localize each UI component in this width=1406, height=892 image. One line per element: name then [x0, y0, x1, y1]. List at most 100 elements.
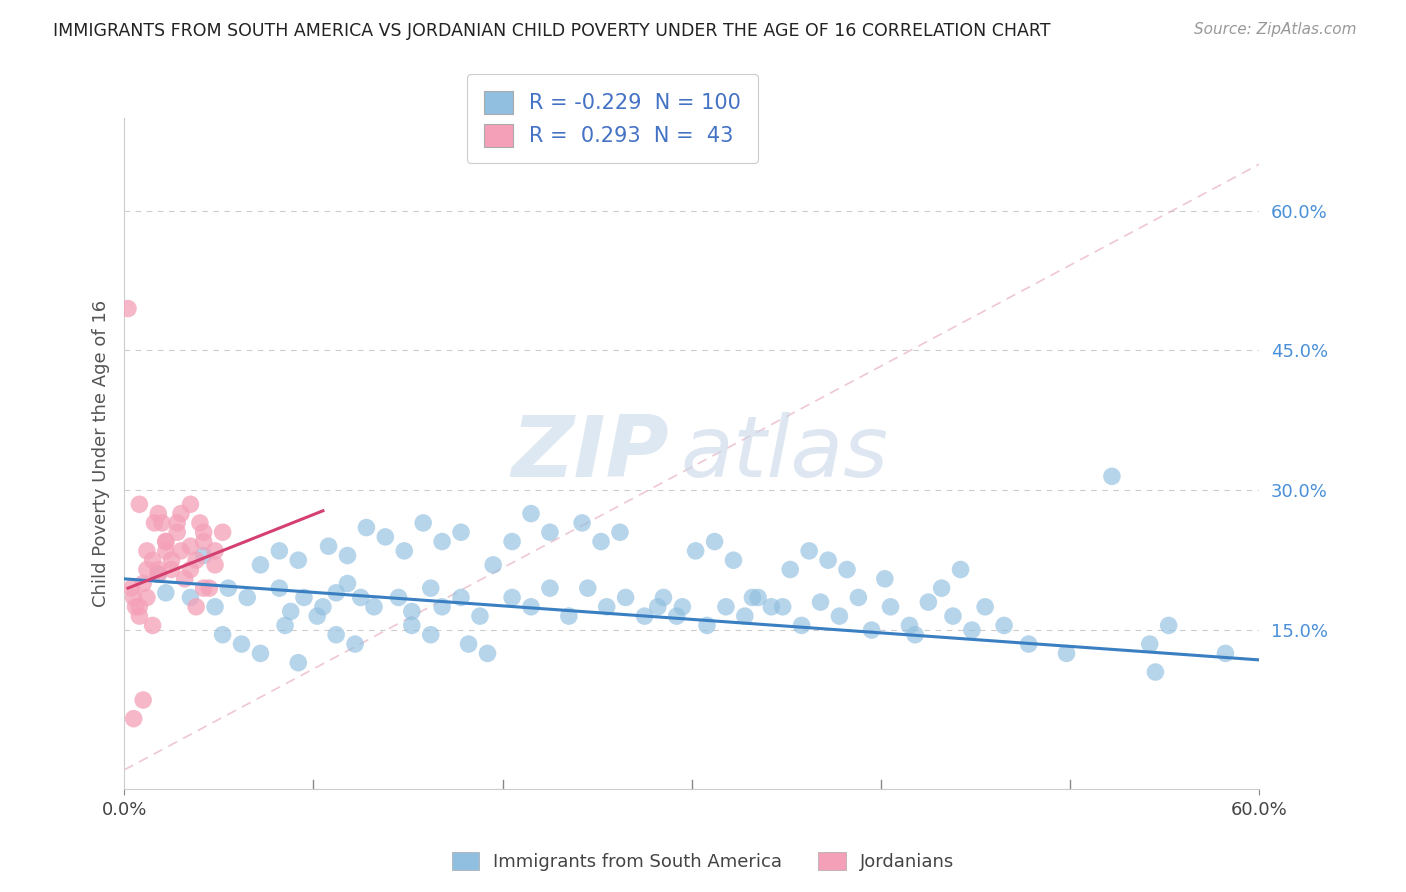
Point [917, 595, 939, 609]
Point [596, 599, 619, 614]
Text: ZIP: ZIP [512, 411, 669, 494]
Point [204, 599, 226, 614]
Point [128, 599, 150, 614]
Point [671, 599, 693, 614]
Point [170, 544, 193, 558]
Text: IMMIGRANTS FROM SOUTH AMERICA VS JORDANIAN CHILD POVERTY UNDER THE AGE OF 16 COR: IMMIGRANTS FROM SOUTH AMERICA VS JORDANI… [53, 22, 1050, 40]
Point [652, 591, 675, 605]
Point [363, 599, 385, 614]
Y-axis label: Child Poverty Under the Age of 16: Child Poverty Under the Age of 16 [93, 300, 110, 607]
Point [287, 656, 309, 670]
Point [817, 553, 839, 567]
Point [761, 599, 783, 614]
Point [419, 581, 441, 595]
Point [336, 549, 359, 563]
Point [193, 581, 215, 595]
Point [318, 539, 340, 553]
Point [741, 591, 763, 605]
Point [166, 525, 188, 540]
Point [148, 562, 170, 576]
Point [150, 516, 173, 530]
Point [949, 562, 972, 576]
Point [810, 595, 832, 609]
Point [538, 525, 561, 540]
Point [387, 591, 409, 605]
Point [571, 516, 593, 530]
Point [647, 599, 669, 614]
Point [132, 576, 155, 591]
Legend: R = -0.229  N = 100, R =  0.293  N =  43: R = -0.229 N = 100, R = 0.293 N = 43 [467, 74, 758, 163]
Point [538, 581, 561, 595]
Point [1018, 637, 1040, 651]
Point [179, 497, 201, 511]
Point [142, 553, 165, 567]
Point [135, 591, 157, 605]
Point [482, 558, 505, 572]
Point [430, 534, 453, 549]
Point [124, 599, 146, 614]
Point [394, 544, 416, 558]
Point [734, 609, 756, 624]
Point [974, 599, 997, 614]
Point [942, 609, 965, 624]
Point [344, 637, 367, 651]
Point [184, 553, 207, 567]
Point [142, 618, 165, 632]
Point [155, 534, 177, 549]
Point [274, 618, 297, 632]
Point [696, 618, 718, 632]
Point [993, 618, 1015, 632]
Point [931, 581, 953, 595]
Point [665, 609, 688, 624]
Point [723, 553, 745, 567]
Point [898, 618, 921, 632]
Point [217, 581, 239, 595]
Point [170, 507, 193, 521]
Point [179, 591, 201, 605]
Point [135, 544, 157, 558]
Point [121, 581, 143, 595]
Point [1056, 646, 1078, 660]
Point [828, 609, 851, 624]
Text: atlas: atlas [681, 411, 889, 494]
Point [520, 599, 543, 614]
Point [204, 558, 226, 572]
Point [1157, 618, 1180, 632]
Point [249, 558, 271, 572]
Point [848, 591, 870, 605]
Point [148, 567, 170, 582]
Point [117, 301, 139, 316]
Point [292, 591, 315, 605]
Point [211, 525, 233, 540]
Point [122, 591, 145, 605]
Text: Source: ZipAtlas.com: Source: ZipAtlas.com [1194, 22, 1357, 37]
Point [633, 609, 655, 624]
Point [135, 562, 157, 576]
Point [155, 534, 177, 549]
Point [772, 599, 794, 614]
Point [211, 628, 233, 642]
Point [122, 712, 145, 726]
Point [1215, 646, 1237, 660]
Point [1101, 469, 1123, 483]
Point [860, 623, 883, 637]
Point [450, 591, 472, 605]
Point [173, 572, 195, 586]
Point [799, 544, 821, 558]
Point [477, 646, 499, 660]
Point [269, 581, 291, 595]
Point [558, 609, 581, 624]
Point [184, 599, 207, 614]
Point [287, 553, 309, 567]
Point [155, 544, 177, 558]
Point [166, 516, 188, 530]
Point [457, 637, 479, 651]
Point [128, 609, 150, 624]
Point [419, 628, 441, 642]
Legend: Immigrants from South America, Jordanians: Immigrants from South America, Jordanian… [444, 845, 962, 879]
Point [873, 572, 896, 586]
Point [280, 604, 302, 618]
Point [835, 562, 858, 576]
Point [779, 562, 801, 576]
Point [231, 637, 253, 651]
